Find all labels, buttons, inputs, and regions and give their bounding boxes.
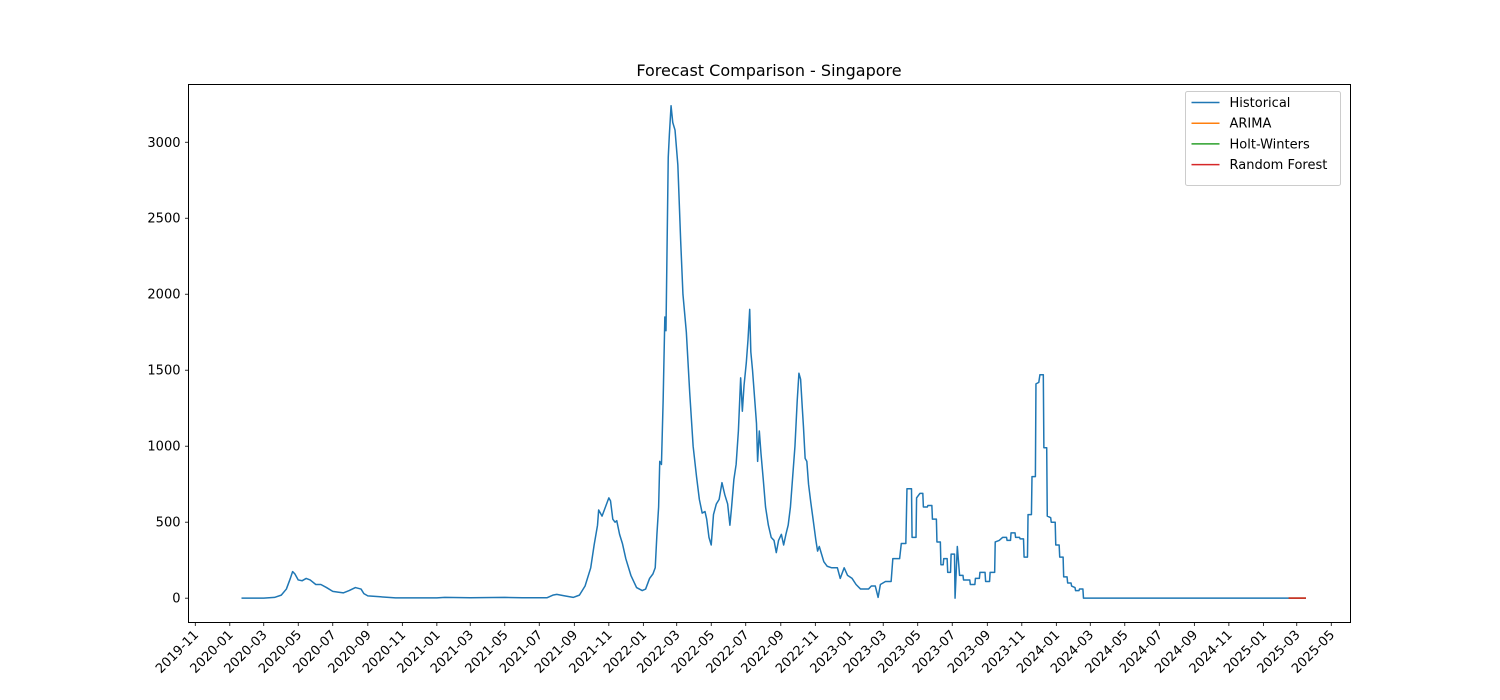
series-lines xyxy=(241,105,1306,599)
chart-title: Forecast Comparison - Singapore xyxy=(636,61,901,80)
y-tick-label: 3000 xyxy=(147,136,180,151)
y-tick-label: 1000 xyxy=(147,440,180,455)
y-tick-label: 2500 xyxy=(147,212,180,227)
y-tick-label: 2000 xyxy=(147,288,180,303)
series-line-0 xyxy=(241,105,1290,599)
y-tick-label: 500 xyxy=(156,516,181,531)
legend-label-3: Random Forest xyxy=(1230,158,1328,173)
legend-label-1: ARIMA xyxy=(1230,117,1272,132)
legend-box xyxy=(1185,91,1341,186)
legend: Historical ARIMA Holt-Winters Random Forest xyxy=(1185,91,1341,186)
y-tick-label: 1500 xyxy=(147,364,180,379)
x-axis: 2019-112020-012020-032020-052020-072020-… xyxy=(153,622,1338,677)
legend-label-0: Historical xyxy=(1230,96,1291,111)
y-axis: 0 500 1000 1500 2000 2500 3000 xyxy=(147,136,189,607)
plot-frame xyxy=(188,84,1351,623)
y-tick-label: 0 xyxy=(172,592,180,607)
legend-label-2: Holt-Winters xyxy=(1230,137,1310,152)
